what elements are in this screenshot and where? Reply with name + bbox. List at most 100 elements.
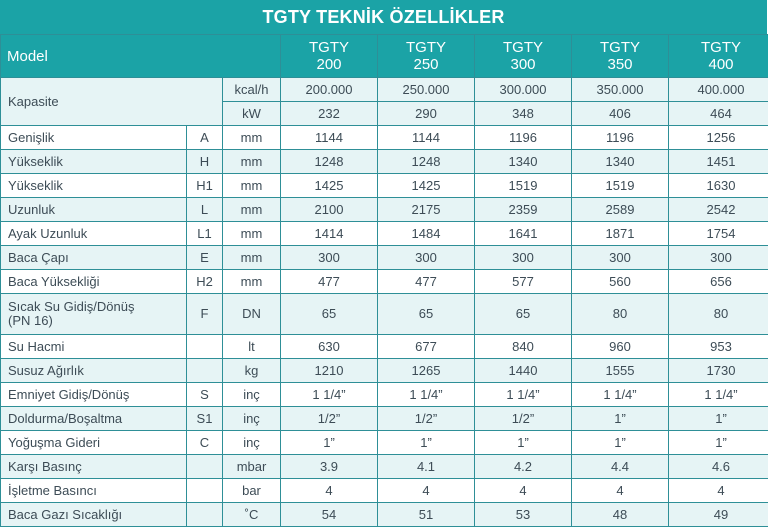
code-cell: H xyxy=(187,150,223,174)
unit-cell: mm xyxy=(223,150,281,174)
value-cell: 300 xyxy=(669,246,768,270)
value-cell: 1256 xyxy=(669,126,768,150)
unit-cell: kcal/h xyxy=(223,78,281,102)
value-cell: 48 xyxy=(572,503,669,527)
code-cell xyxy=(187,503,223,527)
value-cell: 400.000 xyxy=(669,78,768,102)
value-cell: 960 xyxy=(572,335,669,359)
value-cell: 1” xyxy=(669,407,768,431)
unit-cell: ˚C xyxy=(223,503,281,527)
value-cell: 477 xyxy=(281,270,378,294)
value-cell: 53 xyxy=(475,503,572,527)
row-label: Su Hacmi xyxy=(1,335,187,359)
value-cell: 4 xyxy=(669,479,768,503)
code-cell: A xyxy=(187,126,223,150)
value-cell: 80 xyxy=(572,294,669,335)
value-cell: 1 1/4” xyxy=(669,383,768,407)
code-cell: L xyxy=(187,198,223,222)
value-cell: 65 xyxy=(281,294,378,335)
row-label-text: Sıcak Su Gidiş/Dönüş xyxy=(8,299,134,314)
row-label: Baca Çapı xyxy=(1,246,187,270)
code-cell: L1 xyxy=(187,222,223,246)
value-cell: 300 xyxy=(572,246,669,270)
value-cell: 1 1/4” xyxy=(281,383,378,407)
value-cell: 1519 xyxy=(572,174,669,198)
code-cell xyxy=(187,455,223,479)
value-cell: 1/2” xyxy=(475,407,572,431)
value-cell: 1” xyxy=(572,407,669,431)
value-cell: 406 xyxy=(572,102,669,126)
row-label-text: Genişlik xyxy=(8,130,54,145)
row-label-text: Yükseklik xyxy=(8,154,63,169)
value-cell: 1451 xyxy=(669,150,768,174)
value-cell: 677 xyxy=(378,335,475,359)
row-label: Genişlik xyxy=(1,126,187,150)
code-cell: E xyxy=(187,246,223,270)
unit-cell: kW xyxy=(223,102,281,126)
value-cell: 1414 xyxy=(281,222,378,246)
value-cell: 65 xyxy=(378,294,475,335)
value-cell: 1425 xyxy=(378,174,475,198)
value-cell: 1754 xyxy=(669,222,768,246)
value-cell: 1519 xyxy=(475,174,572,198)
row-label-text: İşletme Basıncı xyxy=(8,483,97,498)
table-row: Kapasite kcal/h 200.000 250.000 300.000 … xyxy=(1,78,768,102)
row-label-text: Ayak Uzunluk xyxy=(8,226,87,241)
row-label: Sıcak Su Gidiş/Dönüş(PN 16) xyxy=(1,294,187,335)
row-label-text: Karşı Basınç xyxy=(8,459,82,474)
unit-cell: mm xyxy=(223,174,281,198)
value-cell: 2100 xyxy=(281,198,378,222)
row-label: Yükseklik xyxy=(1,174,187,198)
unit-cell: mm xyxy=(223,198,281,222)
unit-cell: mm xyxy=(223,246,281,270)
row-label: İşletme Basıncı xyxy=(1,479,187,503)
row-label-text: Emniyet Gidiş/Dönüş xyxy=(8,387,129,402)
row-label-text: Su Hacmi xyxy=(8,339,64,354)
value-cell: 1/2” xyxy=(378,407,475,431)
model-header: Model xyxy=(1,35,281,78)
value-cell: 1” xyxy=(475,431,572,455)
unit-cell: inç xyxy=(223,407,281,431)
value-cell: 1248 xyxy=(281,150,378,174)
value-cell: 1 1/4” xyxy=(475,383,572,407)
code-cell: C xyxy=(187,431,223,455)
row-label: Susuz Ağırlık xyxy=(1,359,187,383)
code-cell: F xyxy=(187,294,223,335)
value-cell: 2542 xyxy=(669,198,768,222)
row-label: Yükseklik xyxy=(1,150,187,174)
unit-cell: bar xyxy=(223,479,281,503)
value-cell: 1248 xyxy=(378,150,475,174)
unit-cell: mm xyxy=(223,126,281,150)
row-label-text: Susuz Ağırlık xyxy=(8,363,84,378)
code-cell: H2 xyxy=(187,270,223,294)
value-cell: 290 xyxy=(378,102,475,126)
value-cell: 1/2” xyxy=(281,407,378,431)
value-cell: 1 1/4” xyxy=(572,383,669,407)
value-cell: 4.6 xyxy=(669,455,768,479)
value-cell: 1340 xyxy=(475,150,572,174)
value-cell: 560 xyxy=(572,270,669,294)
code-cell: S xyxy=(187,383,223,407)
value-cell: 4.1 xyxy=(378,455,475,479)
row-label-text: Baca Çapı xyxy=(8,250,69,265)
value-cell: 1210 xyxy=(281,359,378,383)
unit-cell: inç xyxy=(223,383,281,407)
value-cell: 1484 xyxy=(378,222,475,246)
